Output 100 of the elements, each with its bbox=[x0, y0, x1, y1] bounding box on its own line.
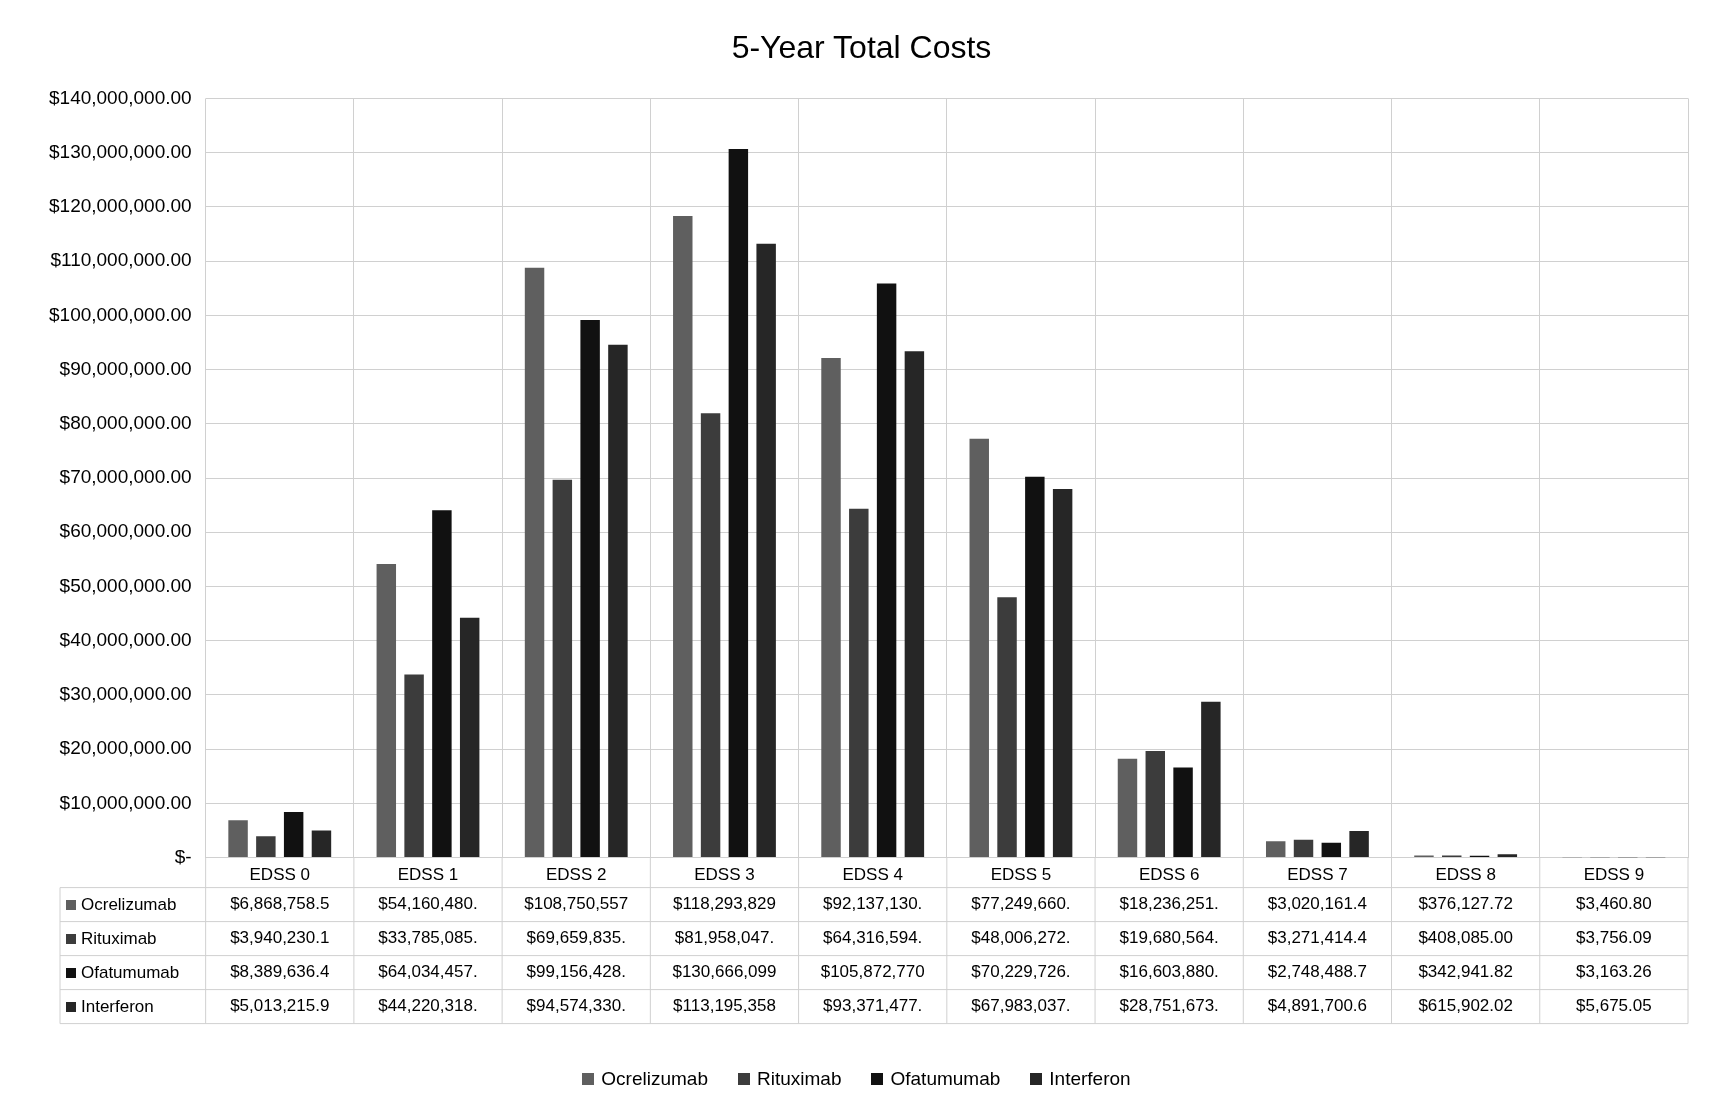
data-label: $64,316,594. bbox=[823, 928, 923, 948]
data-label: $94,574,330. bbox=[526, 996, 626, 1016]
data-label: $3,163.26 bbox=[1576, 962, 1652, 982]
data-label: $18,236,251. bbox=[1119, 894, 1219, 914]
data-label: $118,293,829 bbox=[673, 894, 776, 914]
data-label: $342,941.82 bbox=[1418, 962, 1513, 982]
y-tick-label: $20,000,000.00 bbox=[59, 737, 192, 759]
data-label: $376,127.72 bbox=[1418, 894, 1513, 914]
bar bbox=[228, 820, 248, 858]
y-tick-label: $60,000,000.00 bbox=[59, 520, 192, 542]
bar bbox=[1117, 758, 1138, 858]
x-tick-label: EDSS 1 bbox=[397, 865, 459, 885]
y-tick-label: $50,000,000.00 bbox=[59, 574, 192, 596]
legend-label: Interferon bbox=[81, 996, 154, 1017]
data-label: $77,249,660. bbox=[971, 894, 1071, 914]
y-tick-label: $80,000,000.00 bbox=[59, 412, 192, 434]
data-label: $33,785,085. bbox=[378, 928, 478, 948]
bar bbox=[459, 617, 480, 858]
x-tick-label: EDSS 8 bbox=[1435, 865, 1496, 885]
data-label: $3,756.09 bbox=[1576, 928, 1652, 948]
x-tick-label: EDSS 2 bbox=[545, 865, 607, 885]
data-label: $5,013,215.9 bbox=[230, 996, 330, 1016]
bar bbox=[432, 510, 452, 858]
y-tick-label: $120,000,000.00 bbox=[49, 195, 192, 217]
bar bbox=[283, 812, 304, 858]
bar bbox=[1349, 831, 1369, 858]
y-tick-label: $140,000,000.00 bbox=[49, 86, 192, 108]
legend-label: Rituximab bbox=[81, 928, 157, 949]
y-tick-label: $100,000,000.00 bbox=[49, 303, 192, 325]
bar bbox=[756, 243, 776, 858]
data-label: $3,460.80 bbox=[1576, 894, 1652, 914]
chart-title: 5-Year Total Costs bbox=[731, 29, 992, 66]
bar bbox=[1293, 839, 1314, 858]
data-label: $64,034,457. bbox=[378, 962, 478, 982]
bar bbox=[1201, 701, 1221, 858]
bar bbox=[404, 674, 424, 858]
data-label: $5,675.05 bbox=[1576, 996, 1652, 1016]
x-tick-label: EDSS 4 bbox=[842, 865, 903, 885]
data-label: $2,748,488.7 bbox=[1267, 962, 1368, 982]
data-label: $92,137,130. bbox=[823, 894, 923, 914]
x-tick-label: EDSS 3 bbox=[694, 865, 755, 885]
data-label: $69,659,835. bbox=[526, 928, 626, 948]
data-label: $615,902.02 bbox=[1418, 996, 1513, 1016]
data-label: $105,872,770 bbox=[820, 962, 925, 982]
x-tick-label: EDSS 0 bbox=[249, 865, 310, 885]
data-label: $130,666,099 bbox=[672, 962, 777, 982]
bar bbox=[376, 563, 397, 858]
bar bbox=[1497, 854, 1518, 858]
y-tick-label: $30,000,000.00 bbox=[59, 683, 192, 705]
bar bbox=[552, 479, 573, 858]
x-tick-label: EDSS 5 bbox=[990, 865, 1052, 885]
text: Interferon bbox=[1049, 1068, 1131, 1089]
data-label: $3,020,161.4 bbox=[1267, 894, 1368, 914]
bar bbox=[821, 357, 841, 858]
bar bbox=[256, 836, 276, 858]
y-tick-label: $- bbox=[174, 845, 192, 867]
bar bbox=[876, 283, 897, 858]
data-label: $54,160,480. bbox=[378, 894, 478, 914]
y-tick-label: $90,000,000.00 bbox=[59, 357, 192, 379]
data-label: $28,751,673. bbox=[1119, 996, 1219, 1016]
bar bbox=[1265, 841, 1286, 858]
data-label: $113,195,358 bbox=[673, 996, 776, 1016]
y-tick-label: $110,000,000.00 bbox=[50, 249, 192, 271]
data-label: $99,156,428. bbox=[526, 962, 626, 982]
data-label: $8,389,636.4 bbox=[230, 962, 330, 982]
bar bbox=[728, 149, 749, 858]
data-label: $67,983,037. bbox=[971, 996, 1071, 1016]
bar bbox=[1025, 476, 1045, 858]
bar bbox=[969, 438, 989, 858]
bar bbox=[849, 508, 869, 858]
data-label: $48,006,272. bbox=[971, 928, 1071, 948]
y-tick-label: $130,000,000.00 bbox=[49, 140, 192, 162]
bar bbox=[1145, 750, 1166, 858]
bar bbox=[700, 413, 721, 858]
data-label: $70,229,726. bbox=[971, 962, 1071, 982]
data-label: $3,940,230.1 bbox=[230, 928, 330, 948]
x-tick-label: EDSS 7 bbox=[1287, 865, 1348, 885]
data-label: $408,085.00 bbox=[1418, 928, 1513, 948]
x-tick-label: EDSS 6 bbox=[1138, 865, 1200, 885]
y-tick-label: $40,000,000.00 bbox=[59, 628, 192, 650]
text: Rituximab bbox=[757, 1068, 842, 1089]
x-tick-label: EDSS 9 bbox=[1583, 865, 1645, 885]
y-tick-label: $10,000,000.00 bbox=[59, 791, 192, 813]
data-label: $6,868,758.5 bbox=[230, 894, 330, 914]
data-label: $3,271,414.4 bbox=[1267, 928, 1368, 948]
bar bbox=[524, 267, 545, 858]
bar bbox=[673, 216, 693, 858]
legend-label: Ofatumumab bbox=[81, 962, 180, 983]
data-label: $19,680,564. bbox=[1119, 928, 1219, 948]
data-label: $81,958,047. bbox=[674, 928, 775, 948]
data-label: $44,220,318. bbox=[378, 996, 478, 1016]
data-label: $108,750,557 bbox=[524, 894, 629, 914]
bar bbox=[1052, 488, 1073, 858]
legend-label: Ocrelizumab bbox=[81, 894, 177, 915]
text: Ofatumumab bbox=[890, 1068, 1001, 1089]
data-label: $16,603,880. bbox=[1119, 962, 1219, 982]
bar bbox=[1173, 767, 1193, 858]
data-label: $4,891,700.6 bbox=[1267, 996, 1368, 1016]
data-label: $93,371,477. bbox=[823, 996, 923, 1016]
bar bbox=[311, 830, 332, 858]
